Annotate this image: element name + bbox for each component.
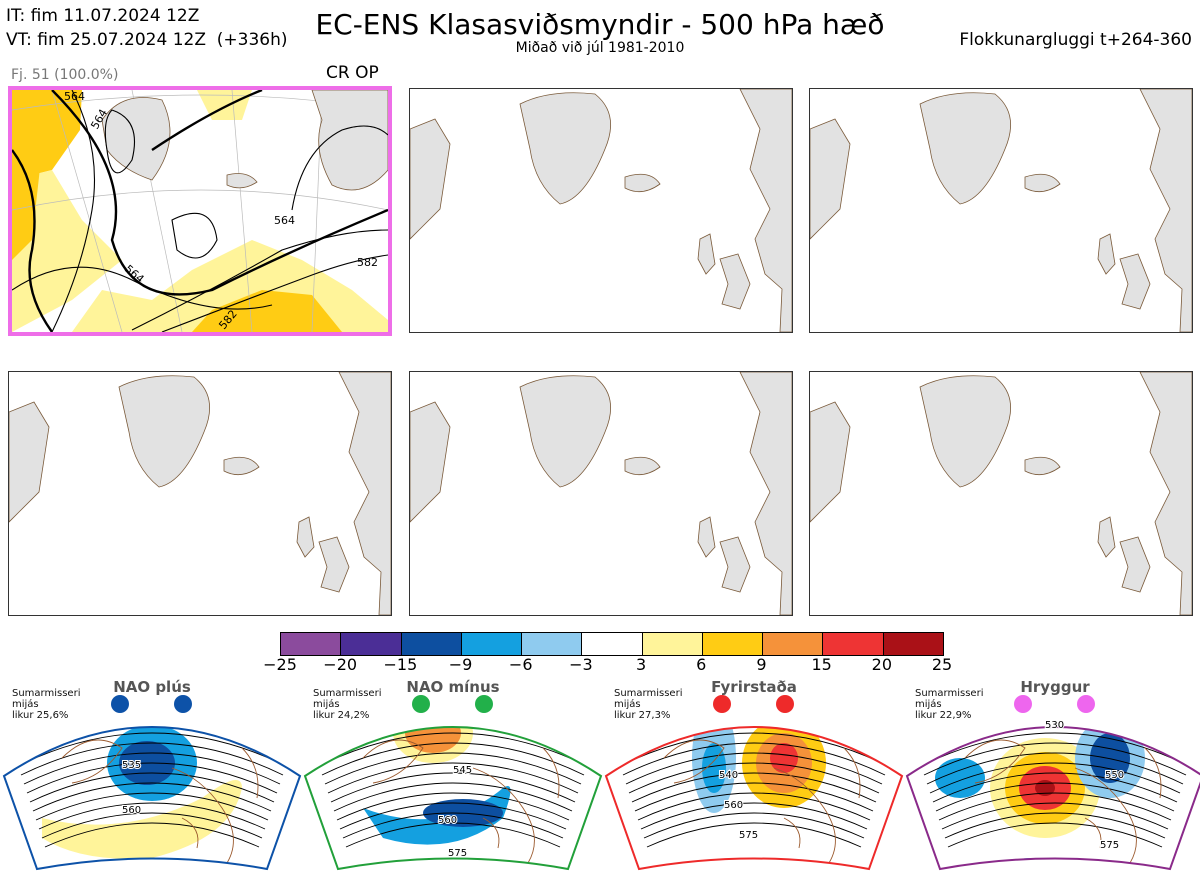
colorbar-tick-label: −9 — [448, 655, 473, 674]
empty-map-panel — [409, 371, 793, 616]
member-count-label: Fj. 51 (100.0%) — [11, 67, 119, 83]
colorbar-tick-label: −3 — [569, 655, 593, 674]
regime-marker-dot — [174, 695, 192, 713]
colorbar-swatch — [461, 633, 523, 655]
colorbar-swatch — [341, 633, 402, 655]
regime-marker-dot — [475, 695, 493, 713]
regime-probability: likur 22,9% — [915, 710, 972, 721]
regime-median: mijás — [12, 699, 39, 710]
regime-panel: 530 550 575 Hryggur Sumarmisseri mijás lik… — [905, 678, 1200, 871]
colorbar-tick-label: −15 — [383, 655, 418, 674]
regime-season: Sumarmisseri — [614, 688, 683, 699]
regime-median: mijás — [915, 699, 942, 710]
empty-map-panel — [809, 371, 1193, 616]
colorbar-tick-label: −20 — [323, 655, 358, 674]
colorbar-swatch — [702, 633, 764, 655]
regime-title: NAO mínus — [406, 678, 500, 696]
colorbar-tick-label: 25 — [931, 655, 953, 674]
main-forecast-map: 564 564 564 564 582 582 — [8, 86, 392, 336]
regime-title: Hryggur — [1020, 678, 1090, 696]
regime-marker-dot — [713, 695, 731, 713]
empty-map-panel — [8, 371, 392, 616]
regime-season: Sumarmisseri — [12, 688, 81, 699]
header-times: IT: fim 11.07.2024 12Z VT: fim 25.07.202… — [6, 4, 288, 52]
colorbar-swatch — [281, 633, 342, 655]
page-subtitle: Miðað við júl 1981-2010 — [515, 40, 685, 56]
colorbar-swatch — [883, 633, 943, 655]
regime-panel: 545 560 575 NAO mínus Sumarmisseri mijás l… — [303, 678, 603, 871]
regime-contour-label: 530 — [1045, 720, 1064, 731]
contour-label: 564 — [274, 214, 295, 227]
regime-note: Sumarmisseri mijás likur 27,3% — [614, 688, 682, 721]
empty-map-panel — [809, 88, 1193, 333]
colorbar-swatch — [763, 633, 824, 655]
cluster-tag: CR OP — [326, 63, 379, 83]
regime-marker-dot — [776, 695, 794, 713]
regime-contour-label: 575 — [1100, 840, 1119, 851]
regime-probability: likur 27,3% — [614, 710, 671, 721]
colorbar-tick-label: 9 — [756, 655, 767, 674]
regime-contour-label: 560 — [438, 815, 457, 826]
colorbar-tick-label: −25 — [263, 655, 297, 674]
classification-window: Flokkunargluggi t+264-360 — [959, 30, 1192, 50]
regime-probability: likur 24,2% — [313, 710, 370, 721]
colorbar-swatch — [582, 633, 643, 655]
regime-median: mijás — [614, 699, 641, 710]
regime-median: mijás — [313, 699, 340, 710]
contour-label: 564 — [64, 90, 85, 103]
colorbar-tick-label: 20 — [871, 655, 892, 674]
regime-panel: 535 560 NAO plús Sumarmisseri mijás likur… — [2, 678, 302, 871]
regime-probability: likur 25,6% — [12, 710, 69, 721]
regime-contour-label: 550 — [1105, 770, 1124, 781]
init-time: IT: fim 11.07.2024 12Z — [6, 6, 200, 26]
anomaly-colorbar — [280, 632, 944, 656]
regime-note: Sumarmisseri mijás likur 24,2% — [313, 688, 381, 721]
regime-contour-label: 575 — [448, 848, 467, 859]
regime-note: Sumarmisseri mijás likur 22,9% — [915, 688, 983, 721]
regime-contour-label: 560 — [122, 805, 141, 816]
regime-panel: 540 560 575 Fyrirstaða Sumarmisseri mijás … — [604, 678, 904, 871]
empty-map-panel — [409, 88, 793, 333]
colorbar-swatch — [401, 633, 462, 655]
colorbar-tick-label: 3 — [635, 655, 647, 674]
regime-contour-label: 535 — [122, 760, 141, 771]
regime-title: Fyrirstaða — [711, 678, 797, 696]
colorbar-swatch — [642, 633, 703, 655]
valid-time: VT: fim 25.07.2024 12Z (+336h) — [6, 30, 288, 50]
regime-marker-dot — [1077, 695, 1095, 713]
regime-title: NAO plús — [113, 678, 191, 696]
regime-contour-label: 540 — [719, 770, 738, 781]
regime-marker-dot — [412, 695, 430, 713]
regime-note: Sumarmisseri mijás likur 25,6% — [12, 688, 80, 721]
page-title: EC-ENS Klasasviðsmyndir - 500 hPa hæð — [315, 8, 885, 41]
colorbar-tick-label: 15 — [811, 655, 832, 674]
regime-contour-label: 545 — [453, 765, 472, 776]
colorbar-tick-label: −6 — [508, 655, 533, 674]
regime-marker-dot — [1014, 695, 1032, 713]
regime-season: Sumarmisseri — [313, 688, 382, 699]
regime-contour-label: 560 — [724, 800, 743, 811]
regime-season: Sumarmisseri — [915, 688, 984, 699]
colorbar-swatch — [823, 633, 884, 655]
contour-label: 582 — [357, 256, 378, 269]
regime-marker-dot — [111, 695, 129, 713]
colorbar-swatch — [522, 633, 583, 655]
regime-contour-label: 575 — [739, 830, 758, 841]
colorbar-tick-label: 6 — [696, 655, 707, 674]
